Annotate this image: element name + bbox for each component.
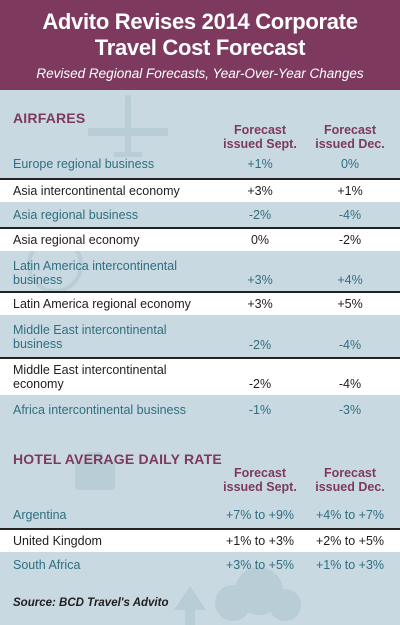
table-row: Argentina +7% to +9% +4% to +7% — [0, 503, 400, 527]
dec-value: +1% to +3% — [315, 558, 385, 572]
row-label: Asia regional business — [13, 208, 139, 222]
row-label: United Kingdom — [13, 534, 102, 548]
dec-value: -4% — [338, 377, 362, 391]
row-label: Africa intercontinental business — [13, 403, 187, 417]
dec-value: +4% — [337, 273, 363, 287]
sept-value: -2% — [248, 338, 272, 352]
arrow-up-icon — [174, 586, 206, 625]
dec-value: +2% to +5% — [315, 534, 385, 548]
table-row: Europe regional business +1% 0% — [0, 152, 400, 176]
sept-value: +3% — [247, 273, 273, 287]
table-row: Latin America intercontinental business … — [0, 254, 400, 290]
dec-value: +1% — [337, 184, 363, 198]
airfares-section-title: AIRFARES — [13, 110, 86, 126]
sept-value: +1% — [247, 157, 273, 171]
table-row: United Kingdom +1% to +3% +2% to +5% — [0, 528, 400, 552]
dec-value: +4% to +7% — [315, 508, 385, 522]
dec-value: -2% — [338, 233, 362, 247]
row-label: Latin America regional economy — [13, 297, 191, 311]
sept-value: +1% to +3% — [225, 534, 295, 548]
row-label: Europe regional business — [13, 157, 155, 171]
table-row: Middle East intercontinental economy -2%… — [0, 357, 400, 395]
sept-value: +3% — [247, 297, 273, 311]
source-credit: Source: BCD Travel's Advito — [13, 597, 169, 609]
table-row: Latin America regional economy +3% +5% — [0, 291, 400, 315]
table-row: Asia regional economy 0% -2% — [0, 227, 400, 251]
row-label: Asia intercontinental economy — [13, 184, 180, 198]
row-label: Middle East intercontinental economy — [13, 363, 167, 391]
sept-value: -2% — [248, 208, 272, 222]
sept-value: -2% — [248, 377, 272, 391]
title-line-1: Advito Revises 2014 Corporate — [42, 9, 358, 34]
hotel-col-dec-header: Forecast issued Dec. — [315, 466, 385, 494]
row-label: Latin America intercontinental business — [13, 259, 177, 287]
hotel-section-title: HOTEL AVERAGE DAILY RATE — [13, 451, 222, 467]
airfares-col-dec-header: Forecast issued Dec. — [315, 123, 385, 151]
table-row: South Africa +3% to +5% +1% to +3% — [0, 553, 400, 577]
sept-value: +3% — [247, 184, 273, 198]
airfares-col-sept-header: Forecast issued Sept. — [223, 123, 297, 151]
cloud-icon — [215, 567, 301, 621]
table-row: Africa intercontinental business -1% -3% — [0, 398, 400, 422]
row-label: South Africa — [13, 558, 81, 572]
table-row: Asia regional business -2% -4% — [0, 203, 400, 227]
header-banner: Advito Revises 2014 Corporate Travel Cos… — [0, 0, 400, 90]
table-row: Asia intercontinental economy +3% +1% — [0, 178, 400, 202]
dec-value: -4% — [338, 338, 362, 352]
sept-value: 0% — [250, 233, 270, 247]
row-label: Middle East intercontinental business — [13, 323, 167, 351]
sept-value: -1% — [248, 403, 272, 417]
dec-value: 0% — [340, 157, 360, 171]
sept-value: +7% to +9% — [225, 508, 295, 522]
sept-value: +3% to +5% — [225, 558, 295, 572]
luggage-icon — [75, 452, 115, 490]
dec-value: -4% — [338, 208, 362, 222]
table-row: Middle East intercontinental business -2… — [0, 318, 400, 356]
row-label: Asia regional economy — [13, 233, 140, 247]
hotel-col-sept-header: Forecast issued Sept. — [223, 466, 297, 494]
dec-value: +5% — [337, 297, 363, 311]
airplane-icon — [88, 95, 168, 157]
dec-value: -3% — [338, 403, 362, 417]
title-line-2: Travel Cost Forecast — [94, 35, 306, 60]
subtitle: Revised Regional Forecasts, Year-Over-Ye… — [36, 66, 364, 81]
row-label: Argentina — [13, 508, 67, 522]
background-decoration — [27, 95, 301, 625]
